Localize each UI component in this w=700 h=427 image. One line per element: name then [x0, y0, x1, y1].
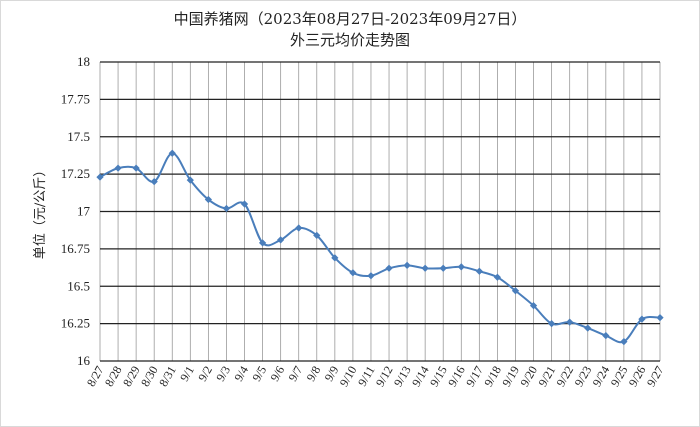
x-tick-label: 8/31	[156, 364, 179, 389]
y-tick-label: 17.25	[61, 166, 90, 181]
grid-lines	[99, 61, 661, 362]
y-axis-ticks: 18 17.75 17.5 17.25 17 16.75 16.5 16.25 16	[61, 54, 91, 368]
data-point	[439, 264, 447, 272]
data-point	[295, 224, 303, 232]
y-tick-label: 17.75	[61, 91, 90, 106]
data-point	[620, 337, 628, 346]
chart-subtitle: 外三元均价走势图	[289, 31, 410, 49]
x-tick-label: 9/14	[409, 364, 432, 389]
x-tick-label: 9/5	[249, 364, 269, 384]
x-tick-label: 9/9	[322, 364, 342, 384]
x-tick-label: 9/20	[517, 364, 540, 389]
x-tick-label: 9/6	[267, 364, 287, 384]
data-point	[403, 261, 411, 269]
data-point	[493, 273, 502, 281]
x-tick-label: 9/8	[304, 364, 324, 384]
data-point	[529, 302, 538, 310]
y-tick-label: 16.5	[67, 278, 90, 293]
data-point	[204, 195, 213, 204]
data-point	[277, 236, 285, 244]
x-tick-label: 9/13	[391, 364, 414, 389]
series-line	[99, 152, 661, 344]
data-point	[258, 239, 267, 247]
x-tick-label: 9/15	[427, 364, 450, 389]
x-tick-label: 9/25	[608, 364, 631, 389]
x-tick-label: 9/17	[463, 364, 486, 389]
x-tick-label: 8/29	[120, 364, 143, 389]
y-tick-label: 16.25	[61, 316, 90, 331]
data-point	[656, 314, 664, 322]
x-tick-label: 9/23	[572, 364, 595, 389]
x-tick-label: 9/24	[590, 364, 613, 389]
data-point	[584, 324, 592, 332]
series-points	[96, 149, 664, 346]
x-tick-label: 9/11	[355, 364, 378, 389]
x-tick-label: 9/21	[535, 364, 558, 389]
data-point	[240, 200, 249, 208]
y-tick-label: 18	[77, 54, 90, 69]
data-point	[421, 264, 429, 272]
data-point	[602, 331, 610, 340]
data-point	[367, 272, 375, 280]
data-point	[385, 264, 393, 272]
data-point	[150, 177, 158, 186]
x-tick-label: 9/12	[373, 364, 396, 389]
y-tick-label: 17	[77, 204, 91, 219]
y-tick-label: 16	[77, 353, 91, 368]
x-tick-label: 9/26	[626, 364, 649, 389]
x-tick-label: 9/3	[213, 364, 233, 384]
y-tick-label: 17.5	[67, 129, 90, 144]
data-point	[222, 204, 231, 213]
x-tick-label: 9/22	[553, 364, 576, 389]
data-point	[313, 231, 321, 240]
x-tick-label: 9/7	[286, 364, 306, 384]
x-tick-label: 8/30	[138, 364, 161, 389]
x-tick-label: 9/18	[481, 363, 504, 388]
data-point	[566, 318, 574, 326]
x-tick-label: 9/19	[499, 364, 522, 389]
data-point	[457, 263, 465, 271]
x-tick-label: 9/16	[445, 364, 468, 389]
data-point	[547, 320, 556, 328]
data-point	[168, 149, 176, 157]
x-tick-label: 9/27	[644, 364, 667, 389]
data-point	[331, 254, 339, 262]
data-point	[511, 287, 520, 295]
x-tick-label: 8/28	[102, 364, 125, 389]
data-point	[186, 176, 194, 184]
data-point	[132, 164, 140, 172]
x-tick-label: 9/1	[177, 364, 197, 384]
x-tick-label: 9/10	[337, 364, 360, 389]
data-point	[638, 315, 646, 323]
x-tick-label: 9/2	[195, 364, 215, 384]
x-axis-ticks: 8/278/288/298/308/319/19/29/39/49/59/69/…	[84, 363, 667, 388]
data-point	[475, 267, 483, 275]
data-point	[349, 269, 357, 277]
x-tick-label: 9/4	[231, 364, 251, 384]
data-point	[96, 173, 104, 181]
data-point	[114, 164, 122, 172]
y-axis-label: 单位（元/公斤）	[33, 164, 48, 259]
y-tick-label: 16.75	[61, 241, 90, 256]
chart-title: 中国养猪网（2023年08月27日-2023年09月27日）	[173, 10, 527, 28]
